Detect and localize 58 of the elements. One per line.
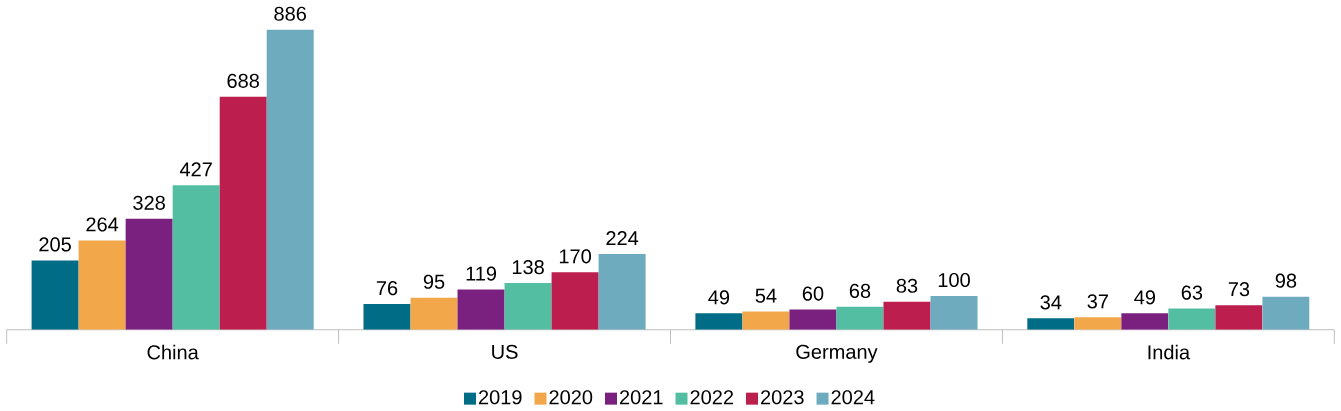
bar <box>930 295 978 330</box>
legend-label: 2019 <box>478 390 522 405</box>
data-label: 328 <box>133 195 165 210</box>
legend-label: 2022 <box>690 390 734 405</box>
data-label: 60 <box>802 286 824 301</box>
data-label: 100 <box>938 272 970 288</box>
bar <box>695 313 743 330</box>
bar <box>125 218 173 330</box>
x-tick-label: Germany <box>796 344 878 363</box>
bar <box>1027 318 1075 330</box>
data-label: 264 <box>86 217 119 232</box>
data-label: 427 <box>179 162 212 177</box>
data-label: 224 <box>606 231 639 246</box>
data-label: 37 <box>1087 294 1108 309</box>
bar <box>504 283 552 330</box>
bar <box>883 301 931 330</box>
bar <box>31 260 79 330</box>
data-label: 83 <box>896 278 918 293</box>
x-tick-label: India <box>1148 344 1191 360</box>
legend-label: 2024 <box>831 390 875 405</box>
data-label: 205 <box>39 237 71 252</box>
data-label: 49 <box>708 290 730 305</box>
x-tick-label: China <box>147 344 199 360</box>
bar <box>1262 296 1310 330</box>
bar <box>457 289 505 330</box>
bar <box>219 96 267 330</box>
data-label: 95 <box>423 274 445 289</box>
x-tick-label: US <box>492 344 518 359</box>
data-label: 688 <box>227 73 259 88</box>
bar <box>1215 305 1263 330</box>
data-label: 119 <box>466 266 497 281</box>
legend-label: 2023 <box>761 390 804 405</box>
data-label: 170 <box>559 249 591 264</box>
data-label: 73 <box>1228 282 1250 297</box>
data-label: 49 <box>1134 290 1156 305</box>
data-label: 138 <box>512 260 544 275</box>
data-label: 54 <box>755 288 777 303</box>
data-label: 886 <box>274 6 307 21</box>
bar <box>1121 313 1169 330</box>
bar <box>1168 308 1216 330</box>
data-label: 68 <box>849 283 871 298</box>
bar <box>551 272 599 330</box>
data-label: 34 <box>1040 295 1062 310</box>
bar <box>363 304 411 330</box>
legend-label: 2020 <box>549 390 593 405</box>
bar <box>789 309 837 330</box>
data-label: 98 <box>1275 273 1297 288</box>
bar <box>266 29 314 330</box>
bar <box>410 297 458 330</box>
bar <box>172 185 220 330</box>
data-label: 63 <box>1181 285 1203 300</box>
legend-label: 2021 <box>620 390 663 405</box>
data-label: 76 <box>376 281 398 296</box>
bar <box>598 253 646 330</box>
bar <box>1074 317 1122 330</box>
bar <box>836 306 884 330</box>
bar <box>742 311 790 330</box>
bar <box>78 240 126 330</box>
